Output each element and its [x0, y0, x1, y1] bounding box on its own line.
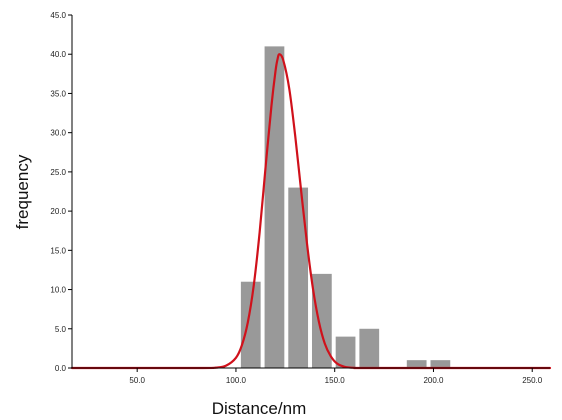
- y-tick-label: 45.0: [50, 11, 66, 20]
- y-tick-label: 15.0: [50, 246, 66, 255]
- x-tick-label: 200.0: [423, 376, 444, 385]
- histogram-bar: [240, 281, 261, 368]
- histogram-bar: [264, 46, 285, 368]
- x-tick-label: 250.0: [522, 376, 543, 385]
- x-tick-label: 100.0: [226, 376, 247, 385]
- histogram-bar: [406, 360, 427, 368]
- y-tick-label: 5.0: [55, 325, 67, 334]
- y-tick-label: 10.0: [50, 286, 66, 295]
- fit-curve: [70, 53, 552, 370]
- axes-layer: 0.0 5.0 10.0 15.0 20.0 25.0 30.0 35.0 40.0 45.0 50…: [50, 11, 550, 385]
- y-tick-label: 0.0: [55, 364, 67, 373]
- x-tick-label: 150.0: [325, 376, 346, 385]
- histogram-bar: [430, 360, 451, 368]
- histogram-bar: [335, 336, 356, 368]
- y-axis-title: frequency: [13, 154, 32, 229]
- histogram-bar: [311, 273, 332, 368]
- histogram-bar: [288, 187, 309, 368]
- y-tick-label: 25.0: [50, 168, 66, 177]
- y-tick-label: 20.0: [50, 207, 66, 216]
- histogram-bar: [359, 328, 380, 368]
- curve-layer: [70, 53, 552, 370]
- y-tick-label: 35.0: [50, 89, 66, 98]
- x-tick-label: 50.0: [129, 376, 145, 385]
- y-tick-label: 30.0: [50, 129, 66, 138]
- x-axis-title: Distance/nm: [212, 399, 306, 418]
- y-tick-label: 40.0: [50, 50, 66, 59]
